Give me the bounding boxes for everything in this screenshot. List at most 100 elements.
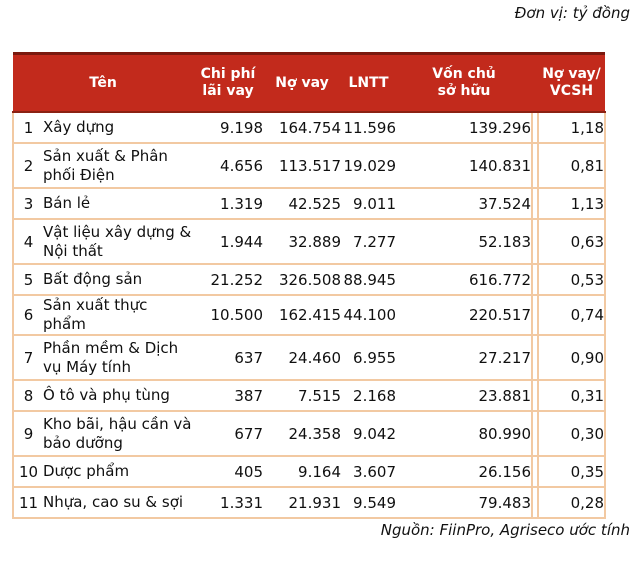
- cell-sector-name: Phần mềm & Dịch vụ Máy tính: [43, 335, 193, 381]
- cell-sector-name: Bán lẻ: [43, 188, 193, 220]
- table-row: 8 Ô tô và phụ tùng 387 7.515 2.168 23.88…: [12, 380, 606, 412]
- cell-ratio: 0,63: [537, 219, 606, 265]
- cell-row-number: 3: [12, 188, 43, 220]
- row-gap: [532, 188, 538, 220]
- table-row: 2 Sản xuất & Phân phối Điện 4.656 113.51…: [12, 143, 606, 189]
- cell-sector-name: Dược phẩm: [43, 456, 193, 488]
- cell-equity: 23.881: [396, 380, 533, 412]
- cell-equity: 37.524: [396, 188, 533, 220]
- table-row: 6 Sản xuất thực phẩm 10.500 162.415 44.1…: [12, 295, 606, 336]
- cell-ratio: 0,74: [537, 295, 606, 336]
- cell-interest-expense: 9.198: [193, 112, 263, 144]
- cell-row-number: 11: [12, 487, 43, 519]
- cell-debt: 42.525: [263, 188, 341, 220]
- cell-row-number: 5: [12, 264, 43, 296]
- col-header-lntt: LNTT: [341, 52, 396, 113]
- cell-sector-name: Vật liệu xây dựng & Nội thất: [43, 219, 193, 265]
- cell-ratio: 1,18: [537, 112, 606, 144]
- cell-row-number: 1: [12, 112, 43, 144]
- cell-lntt: 44.100: [341, 295, 396, 336]
- cell-interest-expense: 387: [193, 380, 263, 412]
- row-gap: [532, 456, 538, 488]
- cell-row-number: 6: [12, 295, 43, 336]
- cell-row-number: 10: [12, 456, 43, 488]
- cell-ratio: 1,13: [537, 188, 606, 220]
- table-row: 10 Dược phẩm 405 9.164 3.607 26.156 0,35: [12, 456, 606, 488]
- row-gap: [532, 112, 538, 144]
- cell-debt: 113.517: [263, 143, 341, 189]
- cell-equity: 79.483: [396, 487, 533, 519]
- row-gap: [532, 219, 538, 265]
- row-gap: [532, 487, 538, 519]
- header-row: Tên Chi phí lãi vay Nợ vay LNTT Vốn chủ …: [13, 52, 605, 113]
- cell-row-number: 7: [12, 335, 43, 381]
- cell-ratio: 0,35: [537, 456, 606, 488]
- table-row: 7 Phần mềm & Dịch vụ Máy tính 637 24.460…: [12, 335, 606, 381]
- cell-equity: 26.156: [396, 456, 533, 488]
- cell-lntt: 88.945: [341, 264, 396, 296]
- cell-row-number: 8: [12, 380, 43, 412]
- cell-row-number: 9: [12, 411, 43, 457]
- cell-debt: 326.508: [263, 264, 341, 296]
- cell-sector-name: Kho bãi, hậu cần và bảo dưỡng: [43, 411, 193, 457]
- cell-lntt: 9.011: [341, 188, 396, 220]
- row-gap: [532, 143, 538, 189]
- table-row: 3 Bán lẻ 1.319 42.525 9.011 37.524 1,13: [12, 188, 606, 220]
- cell-lntt: 9.549: [341, 487, 396, 519]
- cell-sector-name: Bất động sản: [43, 264, 193, 296]
- table-row: 4 Vật liệu xây dựng & Nội thất 1.944 32.…: [12, 219, 606, 265]
- cell-lntt: 7.277: [341, 219, 396, 265]
- unit-note: Đơn vị: tỷ đồng: [514, 4, 630, 22]
- row-gap: [532, 380, 538, 412]
- cell-equity: 220.517: [396, 295, 533, 336]
- cell-equity: 27.217: [396, 335, 533, 381]
- cell-ratio: 0,31: [537, 380, 606, 412]
- cell-lntt: 11.596: [341, 112, 396, 144]
- table-row: 9 Kho bãi, hậu cần và bảo dưỡng 677 24.3…: [12, 411, 606, 457]
- cell-debt: 21.931: [263, 487, 341, 519]
- cell-ratio: 0,90: [537, 335, 606, 381]
- cell-debt: 9.164: [263, 456, 341, 488]
- sector-debt-table: Tên Chi phí lãi vay Nợ vay LNTT Vốn chủ …: [12, 52, 606, 519]
- header-gap: [532, 52, 538, 113]
- cell-sector-name: Xây dựng: [43, 112, 193, 144]
- row-gap: [532, 411, 538, 457]
- cell-sector-name: Nhựa, cao su & sợi: [43, 487, 193, 519]
- table-row: 11 Nhựa, cao su & sợi 1.331 21.931 9.549…: [12, 487, 606, 519]
- cell-sector-name: Sản xuất thực phẩm: [43, 295, 193, 336]
- cell-interest-expense: 1.944: [193, 219, 263, 265]
- cell-interest-expense: 637: [193, 335, 263, 381]
- cell-interest-expense: 405: [193, 456, 263, 488]
- cell-debt: 162.415: [263, 295, 341, 336]
- col-header-equity: Vốn chủ sở hữu: [396, 52, 532, 113]
- cell-ratio: 0,28: [537, 487, 606, 519]
- row-gap: [532, 295, 538, 336]
- cell-equity: 140.831: [396, 143, 533, 189]
- cell-ratio: 0,30: [537, 411, 606, 457]
- source-note: Nguồn: FiinPro, Agriseco ước tính: [380, 521, 630, 539]
- col-header-interest-expense: Chi phí lãi vay: [193, 52, 263, 113]
- cell-interest-expense: 21.252: [193, 264, 263, 296]
- cell-ratio: 0,81: [537, 143, 606, 189]
- cell-interest-expense: 4.656: [193, 143, 263, 189]
- col-header-ratio: Nợ vay/ VCSH: [538, 52, 605, 113]
- cell-lntt: 9.042: [341, 411, 396, 457]
- cell-ratio: 0,53: [537, 264, 606, 296]
- row-gap: [532, 264, 538, 296]
- cell-row-number: 4: [12, 219, 43, 265]
- cell-interest-expense: 1.319: [193, 188, 263, 220]
- cell-lntt: 2.168: [341, 380, 396, 412]
- cell-lntt: 3.607: [341, 456, 396, 488]
- cell-debt: 24.460: [263, 335, 341, 381]
- table-row: 5 Bất động sản 21.252 326.508 88.945 616…: [12, 264, 606, 296]
- cell-interest-expense: 10.500: [193, 295, 263, 336]
- cell-sector-name: Sản xuất & Phân phối Điện: [43, 143, 193, 189]
- cell-equity: 139.296: [396, 112, 533, 144]
- col-header-name: Tên: [13, 52, 193, 113]
- cell-equity: 52.183: [396, 219, 533, 265]
- cell-debt: 7.515: [263, 380, 341, 412]
- cell-debt: 164.754: [263, 112, 341, 144]
- row-gap: [532, 335, 538, 381]
- col-header-debt: Nợ vay: [263, 52, 341, 113]
- cell-row-number: 2: [12, 143, 43, 189]
